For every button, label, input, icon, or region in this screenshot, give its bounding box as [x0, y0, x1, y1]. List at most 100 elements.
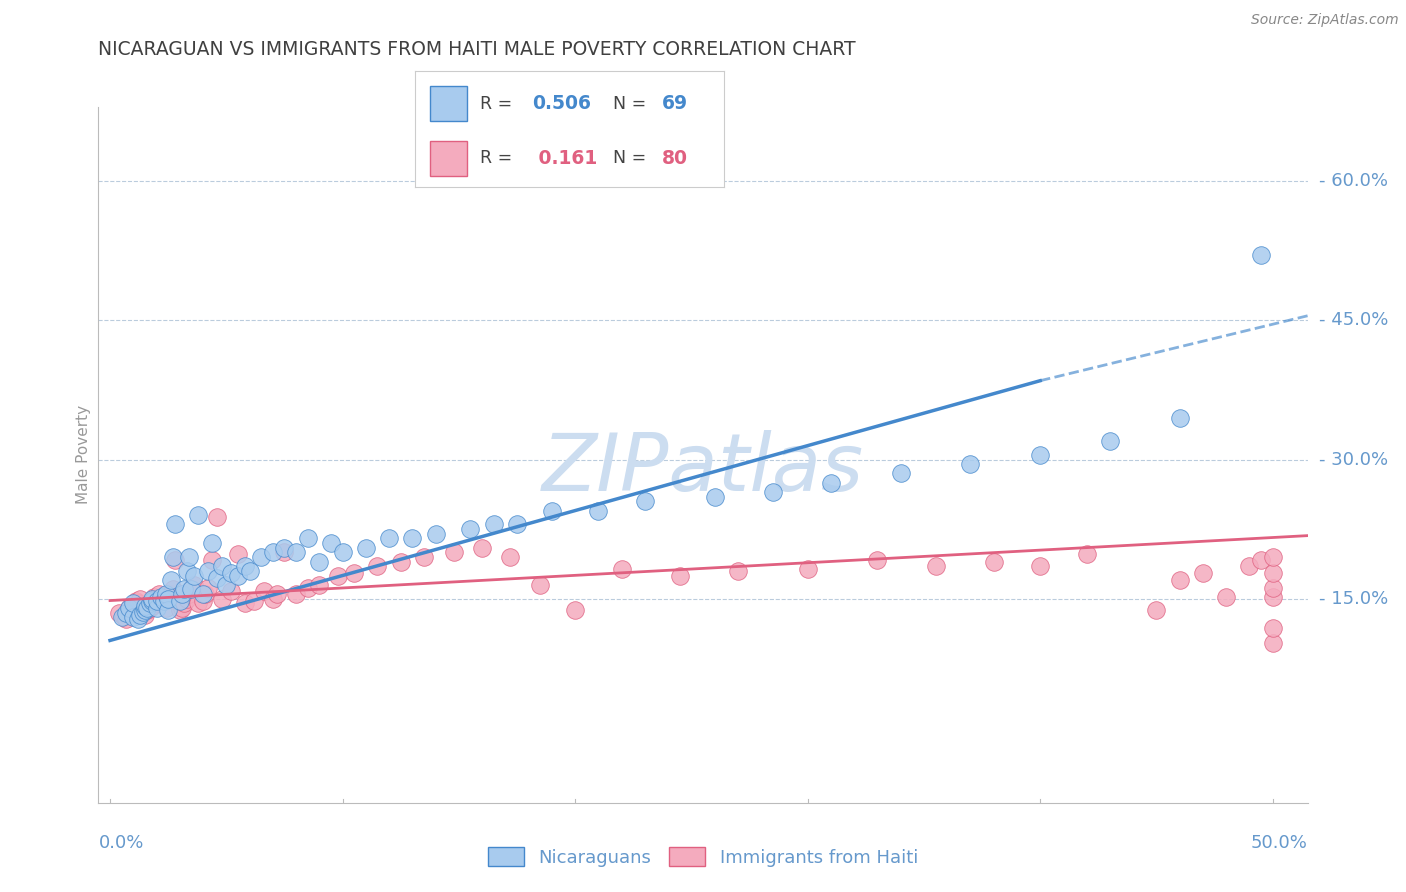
Point — [401, 532, 423, 546]
Text: R =: R = — [479, 95, 512, 112]
Point — [668, 568, 690, 582]
Point — [482, 517, 505, 532]
Point — [176, 591, 198, 606]
Point — [1261, 636, 1284, 650]
Point — [1250, 248, 1272, 262]
Point — [157, 590, 180, 604]
Text: 69: 69 — [662, 95, 689, 113]
Point — [890, 467, 912, 481]
Point — [205, 510, 228, 524]
Point — [165, 517, 187, 532]
Point — [111, 610, 134, 624]
Point — [211, 591, 233, 606]
Point — [226, 568, 249, 582]
Point — [266, 587, 288, 601]
Point — [108, 606, 131, 620]
Point — [389, 555, 412, 569]
Point — [285, 545, 308, 559]
Point — [1261, 590, 1284, 604]
Point — [122, 599, 145, 614]
Legend: Nicaraguans, Immigrants from Haiti: Nicaraguans, Immigrants from Haiti — [481, 840, 925, 874]
Point — [443, 545, 465, 559]
Text: 0.161: 0.161 — [533, 149, 598, 168]
Point — [129, 591, 152, 606]
Point — [425, 526, 447, 541]
Point — [332, 545, 354, 559]
Point — [118, 601, 141, 615]
Point — [226, 547, 249, 561]
Point — [172, 601, 194, 615]
Point — [141, 593, 163, 607]
Point — [124, 593, 146, 607]
Point — [115, 612, 138, 626]
Point — [308, 578, 330, 592]
Point — [165, 553, 187, 567]
Point — [233, 559, 256, 574]
Point — [366, 559, 388, 574]
Point — [460, 522, 482, 536]
Point — [252, 584, 274, 599]
Point — [162, 549, 184, 564]
Text: NICARAGUAN VS IMMIGRANTS FROM HAITI MALE POVERTY CORRELATION CHART: NICARAGUAN VS IMMIGRANTS FROM HAITI MALE… — [98, 40, 856, 59]
Point — [187, 596, 209, 610]
Text: 80: 80 — [662, 149, 688, 168]
Point — [155, 601, 177, 615]
Point — [1261, 581, 1284, 595]
Point — [634, 494, 657, 508]
Point — [141, 591, 163, 606]
Text: ZIPatlas: ZIPatlas — [541, 430, 865, 508]
Point — [215, 578, 238, 592]
Point — [233, 596, 256, 610]
Point — [138, 601, 160, 615]
Point — [166, 593, 188, 607]
Point — [378, 532, 401, 546]
FancyBboxPatch shape — [430, 141, 467, 176]
Point — [319, 536, 342, 550]
Point — [1261, 566, 1284, 580]
Point — [191, 587, 214, 601]
Point — [148, 587, 170, 601]
Point — [191, 593, 214, 607]
Point — [131, 605, 153, 619]
Point — [820, 475, 842, 490]
Point — [205, 571, 228, 585]
Point — [177, 587, 201, 601]
Point — [197, 581, 219, 595]
Point — [285, 587, 308, 601]
Point — [297, 532, 319, 546]
Point — [155, 587, 177, 601]
Point — [1029, 448, 1052, 462]
Point — [159, 587, 181, 601]
Point — [354, 541, 377, 555]
Point — [183, 568, 205, 582]
Text: N =: N = — [613, 95, 645, 112]
Point — [499, 549, 522, 564]
Point — [145, 593, 167, 607]
Point — [112, 610, 135, 624]
Point — [262, 545, 284, 559]
Point — [1261, 621, 1284, 635]
Point — [145, 596, 167, 610]
Point — [1215, 590, 1237, 604]
Point — [471, 541, 494, 555]
Point — [180, 582, 202, 597]
Point — [118, 601, 141, 615]
Point — [588, 503, 610, 517]
Point — [194, 587, 217, 601]
Point — [162, 582, 184, 597]
Point — [297, 581, 319, 595]
Text: - 15.0%: - 15.0% — [1319, 590, 1388, 607]
Point — [150, 590, 173, 604]
Point — [136, 601, 159, 615]
Point — [1098, 434, 1121, 448]
Point — [201, 553, 224, 567]
Point — [129, 608, 152, 623]
Point — [1239, 559, 1261, 574]
Point — [187, 508, 209, 523]
Point — [610, 562, 633, 576]
Point — [343, 566, 366, 580]
Point — [157, 591, 180, 606]
Point — [159, 573, 181, 587]
Point — [136, 603, 159, 617]
Y-axis label: Male Poverty: Male Poverty — [76, 405, 91, 505]
